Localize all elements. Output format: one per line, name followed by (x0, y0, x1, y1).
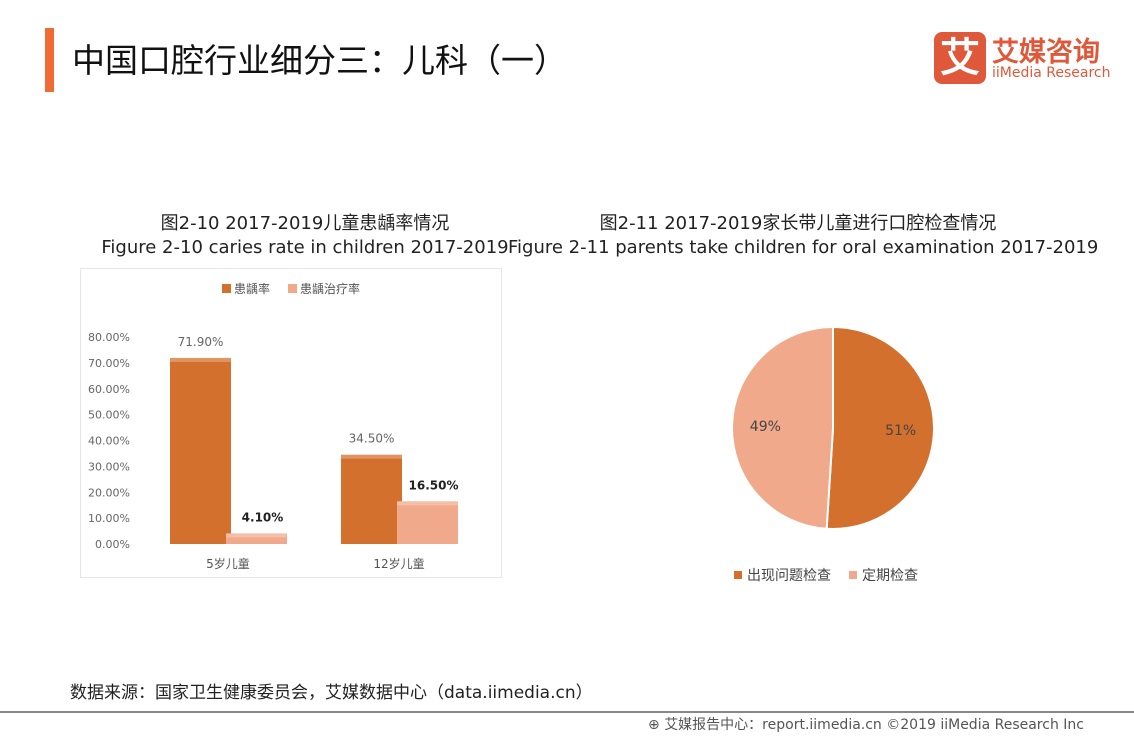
legend-label: 患龋治疗率 (300, 281, 360, 296)
globe-icon: ⊕ (648, 717, 665, 733)
x-tick-label: 12岁儿童 (373, 556, 424, 571)
x-tick-label: 5岁儿童 (206, 556, 250, 571)
bar-chart-title: 图2-10 2017-2019儿童患龋率情况 Figure 2-10 carie… (80, 212, 530, 260)
pie-label: 51% (885, 423, 916, 439)
bar (226, 533, 287, 544)
legend-swatch (734, 571, 742, 579)
bar-highlight (226, 533, 287, 538)
pie-slice (731, 325, 834, 530)
y-tick-label: 0.00% (95, 538, 130, 551)
y-tick-label: 40.00% (88, 435, 130, 448)
bar (397, 501, 458, 544)
bar (170, 357, 231, 544)
logo-en: iiMedia Research (992, 65, 1111, 81)
y-tick-label: 50.00% (88, 409, 130, 422)
legend-label: 患龋率 (234, 281, 270, 296)
data-label: 4.10% (242, 510, 284, 524)
y-tick-label: 80.00% (88, 331, 130, 344)
pie-chart-title-en: Figure 2-11 parents take children for or… (508, 237, 1099, 258)
y-tick-label: 30.00% (88, 460, 130, 473)
y-tick-label: 20.00% (88, 486, 130, 499)
logo-mark: 艾 (934, 32, 986, 84)
pie-slice (825, 325, 935, 530)
legend-swatch (288, 284, 297, 293)
data-label: 71.90% (178, 335, 224, 349)
bar-chart-title-cn: 图2-10 2017-2019儿童患龋率情况 (160, 213, 450, 234)
y-tick-label: 10.00% (88, 512, 130, 525)
pie-chart-title-cn: 图2-11 2017-2019家长带儿童进行口腔检查情况 (599, 213, 997, 234)
footer-divider (0, 711, 1134, 713)
bar-highlight (341, 454, 402, 459)
title-accent-bar (45, 28, 54, 92)
y-tick-label: 70.00% (88, 357, 130, 370)
legend-label: 出现问题检查 (747, 568, 831, 584)
bar-chart-frame (80, 268, 502, 578)
bar (341, 454, 402, 544)
bar-highlight (397, 501, 458, 506)
pie-chart-title: 图2-11 2017-2019家长带儿童进行口腔检查情况 Figure 2-11… (508, 212, 1099, 260)
data-label: 34.50% (349, 432, 395, 446)
legend-swatch (222, 284, 231, 293)
source-note: 数据来源：国家卫生健康委员会，艾媒数据中心（data.iimedia.cn） (70, 683, 593, 703)
footer-text: 艾媒报告中心：report.iimedia.cn ©2019 iiMedia R… (664, 717, 1084, 733)
pie-label: 49% (750, 419, 781, 435)
logo-cn: 艾媒咨询 (992, 37, 1100, 68)
legend-swatch (849, 571, 857, 579)
page-title: 中国口腔行业细分三：儿科（一） (72, 41, 567, 80)
logo: 艾 艾媒咨询 iiMedia Research (934, 32, 1114, 84)
legend-label: 定期检查 (862, 568, 918, 584)
bar-highlight (170, 357, 231, 362)
footer: ⊕ 艾媒报告中心：report.iimedia.cn ©2019 iiMedia… (648, 714, 1084, 734)
bar-chart-title-en: Figure 2-10 caries rate in children 2017… (101, 237, 509, 258)
y-tick-label: 60.00% (88, 383, 130, 396)
data-label: 16.50% (409, 478, 459, 492)
